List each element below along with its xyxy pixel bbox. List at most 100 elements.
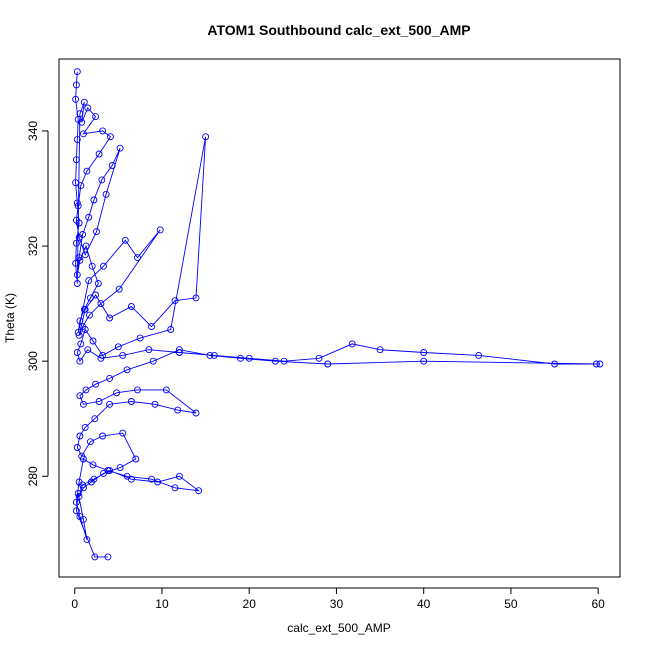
data-point — [148, 323, 155, 331]
data-point — [85, 213, 93, 221]
data-point — [84, 346, 92, 354]
data-point — [76, 357, 84, 365]
data-point — [82, 242, 90, 250]
data-point — [78, 118, 86, 126]
data-point — [93, 228, 100, 236]
data-point — [75, 254, 83, 262]
data-point — [592, 360, 600, 368]
data-point — [72, 216, 80, 224]
data-point — [76, 317, 84, 325]
data-point — [76, 110, 84, 118]
data-point — [85, 277, 93, 285]
data-point — [123, 366, 131, 374]
data-point — [73, 280, 81, 287]
data-point — [174, 406, 182, 414]
x-tick-label: 60 — [592, 597, 606, 611]
y-tick-label: 280 — [26, 466, 40, 486]
data-point — [551, 360, 559, 368]
data-point — [113, 389, 121, 397]
data-point — [72, 239, 80, 247]
series-lines — [75, 71, 600, 558]
data-point — [119, 351, 127, 359]
data-point — [115, 285, 123, 293]
x-axis: 0 10 20 30 40 50 60 — [71, 587, 606, 611]
data-point — [97, 354, 105, 362]
data-point — [81, 305, 89, 313]
data-point — [73, 444, 81, 451]
y-axis-label: Theta (K) — [3, 293, 17, 343]
data-point — [92, 380, 100, 388]
data-point — [81, 423, 89, 431]
data-point — [121, 236, 129, 244]
data-point — [136, 334, 144, 342]
data-point — [95, 150, 103, 158]
data-point — [175, 346, 183, 354]
data-point — [195, 487, 203, 495]
data-point — [75, 331, 83, 339]
y-axis: 280 300 320 340 — [26, 121, 49, 486]
data-point — [420, 349, 428, 356]
data-point — [148, 475, 155, 483]
data-point — [116, 144, 124, 152]
data-point — [79, 130, 87, 138]
data-point — [72, 95, 80, 103]
data-point — [162, 386, 170, 394]
data-point — [171, 484, 179, 492]
data-point — [81, 251, 89, 259]
data-point — [91, 553, 99, 561]
x-tick-label: 20 — [243, 597, 257, 611]
data-point — [97, 300, 105, 308]
data-point — [73, 271, 81, 279]
data-point — [74, 328, 82, 336]
data-point — [145, 346, 153, 354]
data-point — [151, 400, 159, 408]
data-point — [106, 400, 114, 408]
data-point — [83, 536, 91, 544]
chart-title: ATOM1 Southbound calc_ext_500_AMP — [207, 22, 470, 38]
data-point — [90, 196, 98, 204]
data-point — [76, 432, 84, 440]
data-point — [596, 360, 604, 368]
data-point — [134, 254, 141, 262]
data-point — [90, 475, 98, 483]
data-point — [206, 351, 214, 359]
data-point — [72, 156, 80, 164]
data-point — [106, 374, 114, 382]
data-point — [79, 400, 87, 408]
data-point — [72, 81, 80, 89]
data-point — [75, 478, 83, 486]
data-point — [79, 484, 87, 492]
data-point — [77, 340, 85, 348]
data-point — [102, 190, 110, 198]
data-point — [79, 455, 87, 463]
x-axis-label: calc_ext_500_AMP — [287, 621, 390, 635]
data-point — [99, 127, 107, 135]
y-tick-label: 320 — [26, 236, 40, 256]
data-point — [271, 357, 279, 365]
data-point — [77, 182, 85, 190]
data-point — [106, 314, 114, 322]
data-point — [175, 349, 183, 356]
data-point — [475, 351, 483, 359]
data-point — [134, 386, 141, 394]
data-point — [73, 199, 81, 207]
data-point — [202, 133, 210, 141]
data-point — [123, 472, 131, 480]
data-point — [116, 464, 124, 472]
data-point — [92, 291, 100, 299]
data-point — [104, 467, 112, 474]
data-point — [210, 351, 218, 359]
data-point — [84, 104, 92, 112]
data-point — [100, 262, 107, 270]
data-point — [156, 226, 164, 234]
data-point — [149, 357, 157, 365]
x-tick-label: 50 — [504, 597, 518, 611]
data-point — [75, 492, 83, 500]
data-point — [107, 133, 114, 141]
data-point — [86, 438, 94, 446]
y-tick-label: 340 — [26, 121, 40, 141]
data-point — [127, 303, 135, 310]
data-point — [86, 294, 94, 302]
data-point — [315, 354, 323, 362]
